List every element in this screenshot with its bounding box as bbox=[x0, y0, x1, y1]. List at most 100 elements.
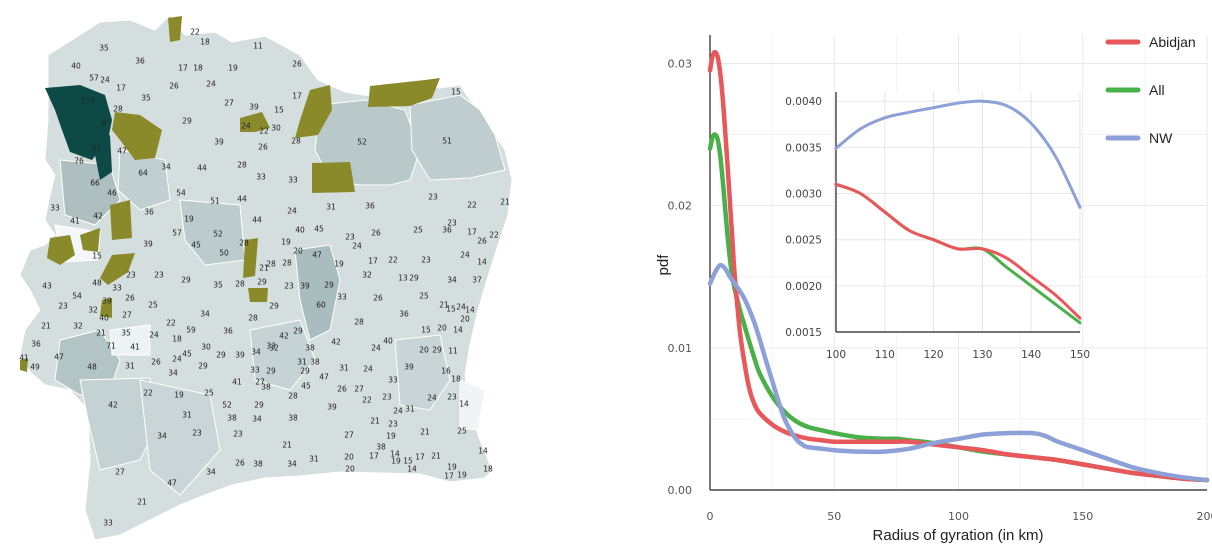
map-region-label: 44 bbox=[197, 164, 207, 173]
map-region-label: 52 bbox=[222, 401, 232, 410]
map-region-label: 38 bbox=[227, 414, 237, 423]
map-region-label: 23 bbox=[382, 393, 392, 402]
map-region-label: 22 bbox=[388, 256, 398, 265]
region-highlight bbox=[20, 358, 28, 372]
map-region-label: 33 bbox=[266, 342, 276, 351]
inset-ticks: 100 110 120 130 140 150 0.0015 0.0020 0.0025 0.00… bbox=[785, 96, 1090, 361]
map-region-label: 45 bbox=[314, 225, 324, 234]
map-region-label: 24 bbox=[149, 331, 159, 340]
map-region-label: 24 bbox=[287, 207, 297, 216]
map-region-label: 45 bbox=[191, 241, 201, 250]
region-highlight bbox=[100, 253, 135, 285]
map-region-label: 45 bbox=[182, 350, 192, 359]
map-region-label: 31 bbox=[309, 455, 319, 464]
map-region-label: 51 bbox=[442, 137, 452, 146]
map-region-label: 19 bbox=[386, 432, 396, 441]
map-region-label: 31 bbox=[297, 358, 307, 367]
map-region-label: 36 bbox=[31, 340, 41, 349]
map-region-label: 23 bbox=[345, 233, 355, 242]
map-region-label: 15 bbox=[92, 252, 102, 261]
map-region-label: 34 bbox=[287, 460, 297, 469]
map-region-label: 18 bbox=[200, 38, 210, 47]
map-region-label: 23 bbox=[284, 282, 294, 291]
inset-y-tick-label: 0.0025 bbox=[785, 235, 822, 247]
map-region-label: 27 bbox=[122, 311, 132, 320]
map-region-label: 18 bbox=[451, 375, 461, 384]
map-region-label: 21 bbox=[282, 441, 292, 450]
map-region-label: 29 bbox=[257, 278, 267, 287]
map-region-label: 31 bbox=[182, 411, 192, 420]
map-region-label: 14 bbox=[465, 306, 475, 315]
map-region-label: 19 bbox=[447, 463, 457, 472]
map-region-label: 27 bbox=[115, 468, 125, 477]
map-region-label: 8 bbox=[102, 119, 107, 128]
map-region-label: 42 bbox=[279, 332, 289, 341]
map-region-label: 22 bbox=[143, 389, 153, 398]
map-region-label: 39 bbox=[102, 297, 112, 306]
region-shade bbox=[249, 319, 316, 391]
map-region-label: 44 bbox=[237, 195, 247, 204]
map-region-label: 22 bbox=[467, 201, 477, 210]
map-region-label: 38 bbox=[310, 358, 320, 367]
map-region-label: 35 bbox=[121, 329, 131, 338]
map-region-label: 38 bbox=[376, 443, 386, 452]
map-region-label: 71 bbox=[106, 342, 116, 351]
inset-x-tick-label: 130 bbox=[972, 349, 992, 361]
map-region-label: 20 bbox=[345, 465, 355, 474]
map-region-label: 57 bbox=[89, 74, 99, 83]
map-region-label: 29 bbox=[409, 274, 419, 283]
inset-x-tick-label: 150 bbox=[1070, 349, 1090, 361]
inset-x-tick-label: 110 bbox=[875, 349, 895, 361]
map-region-label: 25 bbox=[419, 292, 429, 301]
map-region-label: 54 bbox=[72, 292, 82, 301]
map-region-label: 17 bbox=[467, 228, 477, 237]
map-region-label: 49 bbox=[30, 363, 40, 372]
y-tick-label: 0.01 bbox=[668, 342, 693, 355]
map-region-label: 29 bbox=[432, 346, 442, 355]
map-region-label: 13 bbox=[398, 274, 408, 283]
map-region-label: 18 bbox=[483, 465, 493, 474]
map-region-label: 25 bbox=[148, 301, 158, 310]
map-region-label: 24 bbox=[393, 407, 403, 416]
map-region-label: 38 bbox=[253, 460, 263, 469]
map-region-label: 33 bbox=[256, 173, 266, 182]
map-region-label: 41 bbox=[19, 354, 29, 363]
region-highlight bbox=[248, 288, 268, 302]
inset-y-tick-label: 0.0035 bbox=[785, 142, 822, 154]
y-axis-label: pdf bbox=[655, 254, 672, 276]
map-region-label: 28 bbox=[113, 105, 123, 114]
map-region-label: 17 bbox=[444, 472, 454, 481]
region-highlight bbox=[110, 200, 132, 240]
map-region-label: 24 bbox=[206, 80, 216, 89]
map-region-label: 19 bbox=[457, 471, 467, 480]
map-region-label: 23 bbox=[447, 219, 457, 228]
map-region-label: 29 bbox=[198, 362, 208, 371]
map-region-label: 42 bbox=[108, 401, 118, 410]
region-highlight bbox=[240, 112, 270, 132]
map-region-label: 23 bbox=[388, 420, 398, 429]
map-region-label: 42 bbox=[331, 338, 341, 347]
map-region-label: 28 bbox=[248, 314, 258, 323]
map-region-label: 36 bbox=[144, 208, 154, 217]
map-region-label: 52 bbox=[213, 230, 223, 239]
map-region-label: 24 bbox=[456, 303, 466, 312]
inset-y-tick-label: 0.0020 bbox=[785, 281, 822, 293]
map-region-label: 21 bbox=[370, 417, 380, 426]
map-region-label: 35 bbox=[141, 94, 151, 103]
map-region-label: 26 bbox=[477, 237, 487, 246]
region-shade bbox=[179, 199, 246, 266]
map-region-label: 33 bbox=[288, 176, 298, 185]
map-region-label: 34 bbox=[168, 369, 178, 378]
x-tick-label: 50 bbox=[827, 510, 841, 523]
map-region-label: 21 bbox=[41, 322, 51, 331]
map-region-label: 36 bbox=[365, 202, 375, 211]
y-tick-label: 0.03 bbox=[668, 57, 693, 70]
map-region-label: 38 bbox=[305, 344, 315, 353]
map-region-label: 40 bbox=[383, 337, 393, 346]
map-region-label: 33 bbox=[103, 519, 113, 528]
region-highlight bbox=[47, 235, 75, 265]
map-region-label: 17 bbox=[292, 92, 302, 101]
map-region-label: 17 bbox=[116, 84, 126, 93]
map-region-label: 59 bbox=[186, 326, 196, 335]
map-region-label: 22 bbox=[489, 231, 499, 240]
